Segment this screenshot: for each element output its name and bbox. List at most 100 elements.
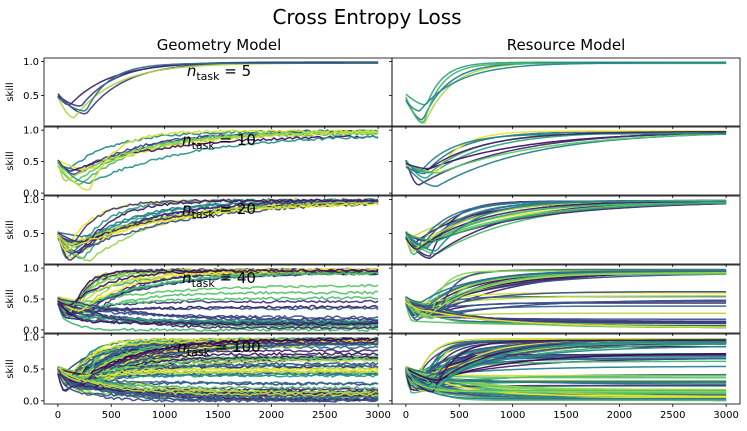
row-label-sub: task bbox=[187, 346, 211, 359]
series-line bbox=[405, 61, 727, 125]
series-line bbox=[57, 268, 379, 312]
ytick-label: 0.5 bbox=[23, 365, 39, 376]
series-line bbox=[57, 367, 379, 403]
series-line bbox=[405, 300, 727, 317]
series-line bbox=[405, 295, 727, 307]
ylabel-skill: skill bbox=[5, 220, 16, 239]
ytick-label: 0.0 bbox=[23, 189, 39, 200]
series-line bbox=[405, 341, 727, 388]
series-line bbox=[57, 129, 379, 191]
ylabel-skill: skill bbox=[5, 359, 16, 378]
ytick-label: 0.5 bbox=[23, 91, 39, 102]
ytick-label: 0.0 bbox=[23, 325, 39, 336]
series-group-r0-c0 bbox=[57, 61, 379, 119]
row-label-ntask: ntask = 5 bbox=[187, 62, 251, 83]
ylabel-skill: skill bbox=[5, 289, 16, 308]
series-line bbox=[57, 369, 379, 378]
column-title-geometry: Geometry Model bbox=[157, 36, 282, 54]
xtick-label: 0 bbox=[55, 410, 61, 421]
row-label-value: = 10 bbox=[215, 131, 256, 149]
row-label-value: = 40 bbox=[215, 269, 256, 287]
series-line bbox=[405, 366, 727, 393]
series-line bbox=[57, 302, 379, 327]
series-line bbox=[405, 290, 727, 322]
xtick-label: 3000 bbox=[713, 410, 738, 421]
series-line bbox=[57, 369, 379, 395]
series-line bbox=[57, 339, 379, 383]
row-label-n: n bbox=[187, 62, 197, 80]
series-line bbox=[405, 133, 727, 174]
series-line bbox=[57, 302, 379, 330]
series-line bbox=[405, 369, 727, 397]
series-line bbox=[57, 299, 379, 323]
series-group-r2-c1 bbox=[405, 199, 727, 260]
series-line bbox=[57, 198, 379, 254]
ytick-label: 0.5 bbox=[23, 295, 39, 306]
series-line bbox=[405, 337, 727, 383]
series-line bbox=[57, 199, 379, 259]
row-label-value: = 20 bbox=[215, 200, 256, 218]
series-line bbox=[57, 371, 379, 386]
series-line bbox=[405, 339, 727, 393]
row-label-ntask: ntask = 20 bbox=[182, 200, 256, 221]
row-label-ntask: ntask = 10 bbox=[182, 131, 256, 152]
series-line bbox=[405, 130, 727, 170]
series-line bbox=[57, 135, 379, 185]
row-label-ntask: ntask = 40 bbox=[182, 269, 256, 290]
series-line bbox=[57, 201, 379, 262]
xtick-label: 3000 bbox=[365, 410, 390, 421]
ylabel-skill: skill bbox=[5, 151, 16, 170]
series-group-r0-c1 bbox=[405, 61, 727, 125]
series-line bbox=[57, 268, 379, 307]
ytick-label: 1.0 bbox=[23, 126, 39, 137]
series-line bbox=[405, 272, 727, 317]
series-line bbox=[405, 355, 727, 378]
series-line bbox=[405, 269, 727, 314]
ytick-label: 1.0 bbox=[23, 57, 39, 68]
series-line bbox=[405, 270, 727, 319]
row-label-sub: task bbox=[192, 208, 216, 221]
series-line bbox=[405, 62, 727, 112]
series-line bbox=[57, 299, 379, 317]
series-line bbox=[57, 356, 379, 379]
series-line bbox=[405, 200, 727, 252]
ytick-label: 0.5 bbox=[23, 229, 39, 240]
series-line bbox=[57, 372, 379, 402]
series-line bbox=[405, 131, 727, 174]
row-label-n: n bbox=[177, 338, 187, 356]
series-line bbox=[57, 62, 379, 112]
series-line bbox=[57, 201, 379, 252]
series-line bbox=[57, 296, 379, 310]
series-line bbox=[405, 133, 727, 173]
series-line bbox=[405, 62, 727, 124]
series-line bbox=[405, 301, 727, 320]
series-group-r1-c0 bbox=[57, 129, 379, 191]
xtick-label: 2000 bbox=[607, 410, 632, 421]
xtick-label: 1500 bbox=[205, 410, 230, 421]
series-line bbox=[405, 340, 727, 392]
series-line bbox=[57, 198, 379, 242]
xtick-label: 0 bbox=[403, 410, 409, 421]
series-group-r2-c0 bbox=[57, 197, 379, 262]
ytick-label: 0.0 bbox=[23, 396, 39, 407]
series-line bbox=[57, 302, 379, 332]
column-title-resource: Resource Model bbox=[507, 36, 626, 54]
series-line bbox=[405, 369, 727, 379]
xtick-label: 1500 bbox=[553, 410, 578, 421]
row-label-n: n bbox=[182, 200, 192, 218]
series-line bbox=[405, 353, 727, 381]
ylabel-skill: skill bbox=[5, 82, 16, 101]
xtick-label: 1000 bbox=[500, 410, 525, 421]
ytick-label: 1.0 bbox=[23, 195, 39, 206]
row-label-n: n bbox=[182, 131, 192, 149]
series-group-r4-c1 bbox=[405, 337, 727, 402]
series-line bbox=[57, 271, 379, 307]
series-line bbox=[57, 297, 379, 322]
row-label-sub: task bbox=[192, 139, 216, 152]
series-line bbox=[57, 340, 379, 389]
xtick-label: 1000 bbox=[152, 410, 177, 421]
ytick-label: 0.5 bbox=[23, 157, 39, 168]
series-line bbox=[57, 337, 379, 377]
series-group-r3-c1 bbox=[405, 268, 727, 329]
